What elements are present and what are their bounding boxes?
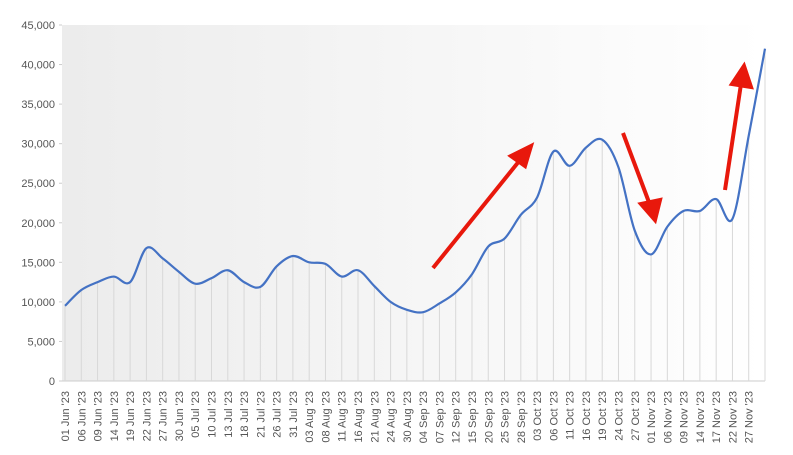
x-tick-label: 27 Jun '23 — [158, 391, 170, 441]
x-tick-label: 24 Oct '23 — [613, 391, 625, 441]
x-tick-label: 03 Aug '23 — [304, 391, 316, 443]
x-tick-label: 04 Sep '23 — [418, 391, 430, 443]
x-tick-label: 22 Nov '23 — [727, 391, 739, 443]
x-tick-label: 06 Jun '23 — [76, 391, 88, 441]
x-tick-label: 14 Nov '23 — [695, 391, 707, 443]
y-tick-label: 5,000 — [27, 336, 55, 348]
x-tick-label: 06 Oct '23 — [548, 391, 560, 441]
x-tick-label: 10 Jul '23 — [207, 391, 219, 438]
x-tick-label: 15 Sep '23 — [467, 391, 479, 443]
x-tick-label: 20 Sep '23 — [483, 391, 495, 443]
y-tick-label: 0 — [49, 376, 55, 388]
x-tick-label: 24 Aug '23 — [386, 391, 398, 443]
x-tick-label: 22 Jun '23 — [141, 391, 153, 441]
x-tick-label: 21 Jul '23 — [255, 391, 267, 438]
x-tick-label: 11 Oct '23 — [565, 391, 577, 440]
y-tick-label: 15,000 — [21, 257, 55, 269]
y-tick-label: 35,000 — [21, 99, 55, 111]
x-tick-label: 01 Jun '23 — [60, 391, 72, 441]
x-tick-label: 25 Sep '23 — [500, 391, 512, 443]
arrow-head — [728, 61, 754, 90]
x-tick-label: 18 Jul '23 — [239, 391, 251, 438]
x-tick-label: 16 Oct '23 — [581, 391, 593, 441]
y-tick-label: 20,000 — [21, 218, 55, 230]
arrow — [723, 83, 743, 191]
y-tick-label: 30,000 — [21, 139, 55, 151]
x-tick-label: 16 Aug '23 — [353, 391, 365, 443]
x-tick-label: 27 Nov '23 — [744, 391, 756, 443]
x-tick-label: 03 Oct '23 — [532, 391, 544, 441]
x-tick-label: 19 Jun '23 — [125, 391, 137, 441]
x-tick-label: 08 Aug '23 — [320, 391, 332, 443]
annotation-arrows — [431, 61, 754, 270]
x-tick-label: 09 Nov '23 — [679, 391, 691, 443]
x-tick-label: 07 Sep '23 — [434, 391, 446, 443]
arrow — [621, 132, 652, 206]
x-tick-label: 05 Jul '23 — [190, 391, 202, 438]
line — [64, 48, 767, 314]
y-tick-label: 40,000 — [21, 60, 55, 72]
arrow-head — [637, 197, 663, 225]
y-tick-label: 25,000 — [21, 178, 55, 190]
x-tick-label: 21 Aug '23 — [369, 391, 381, 443]
x-tick-label: 14 Jun '23 — [109, 391, 121, 441]
x-tick-label: 27 Oct '23 — [630, 391, 642, 441]
y-tick-label: 45,000 — [21, 20, 55, 32]
x-tick-label: 30 Aug '23 — [402, 391, 414, 443]
x-tick-label: 11 Aug '23 — [337, 391, 349, 442]
x-tick-label: 31 Jul '23 — [288, 391, 300, 438]
x-tick-label: 13 Jul '23 — [223, 391, 235, 438]
x-tick-label: 17 Nov '23 — [711, 391, 723, 443]
x-tick-label: 30 Jun '23 — [174, 391, 186, 441]
y-tick-label: 10,000 — [21, 297, 55, 309]
x-tick-label: 01 Nov '23 — [646, 391, 658, 443]
x-tick-label: 12 Sep '23 — [451, 391, 463, 443]
arrow — [431, 158, 522, 270]
x-tick-label: 19 Oct '23 — [597, 391, 609, 441]
x-tick-label: 26 Jul '23 — [272, 391, 284, 438]
x-tick-label: 28 Sep '23 — [516, 391, 528, 443]
x-tick-label: 06 Nov '23 — [662, 391, 674, 443]
arrow-head — [507, 142, 535, 170]
x-tick-label: 09 Jun '23 — [93, 391, 105, 441]
